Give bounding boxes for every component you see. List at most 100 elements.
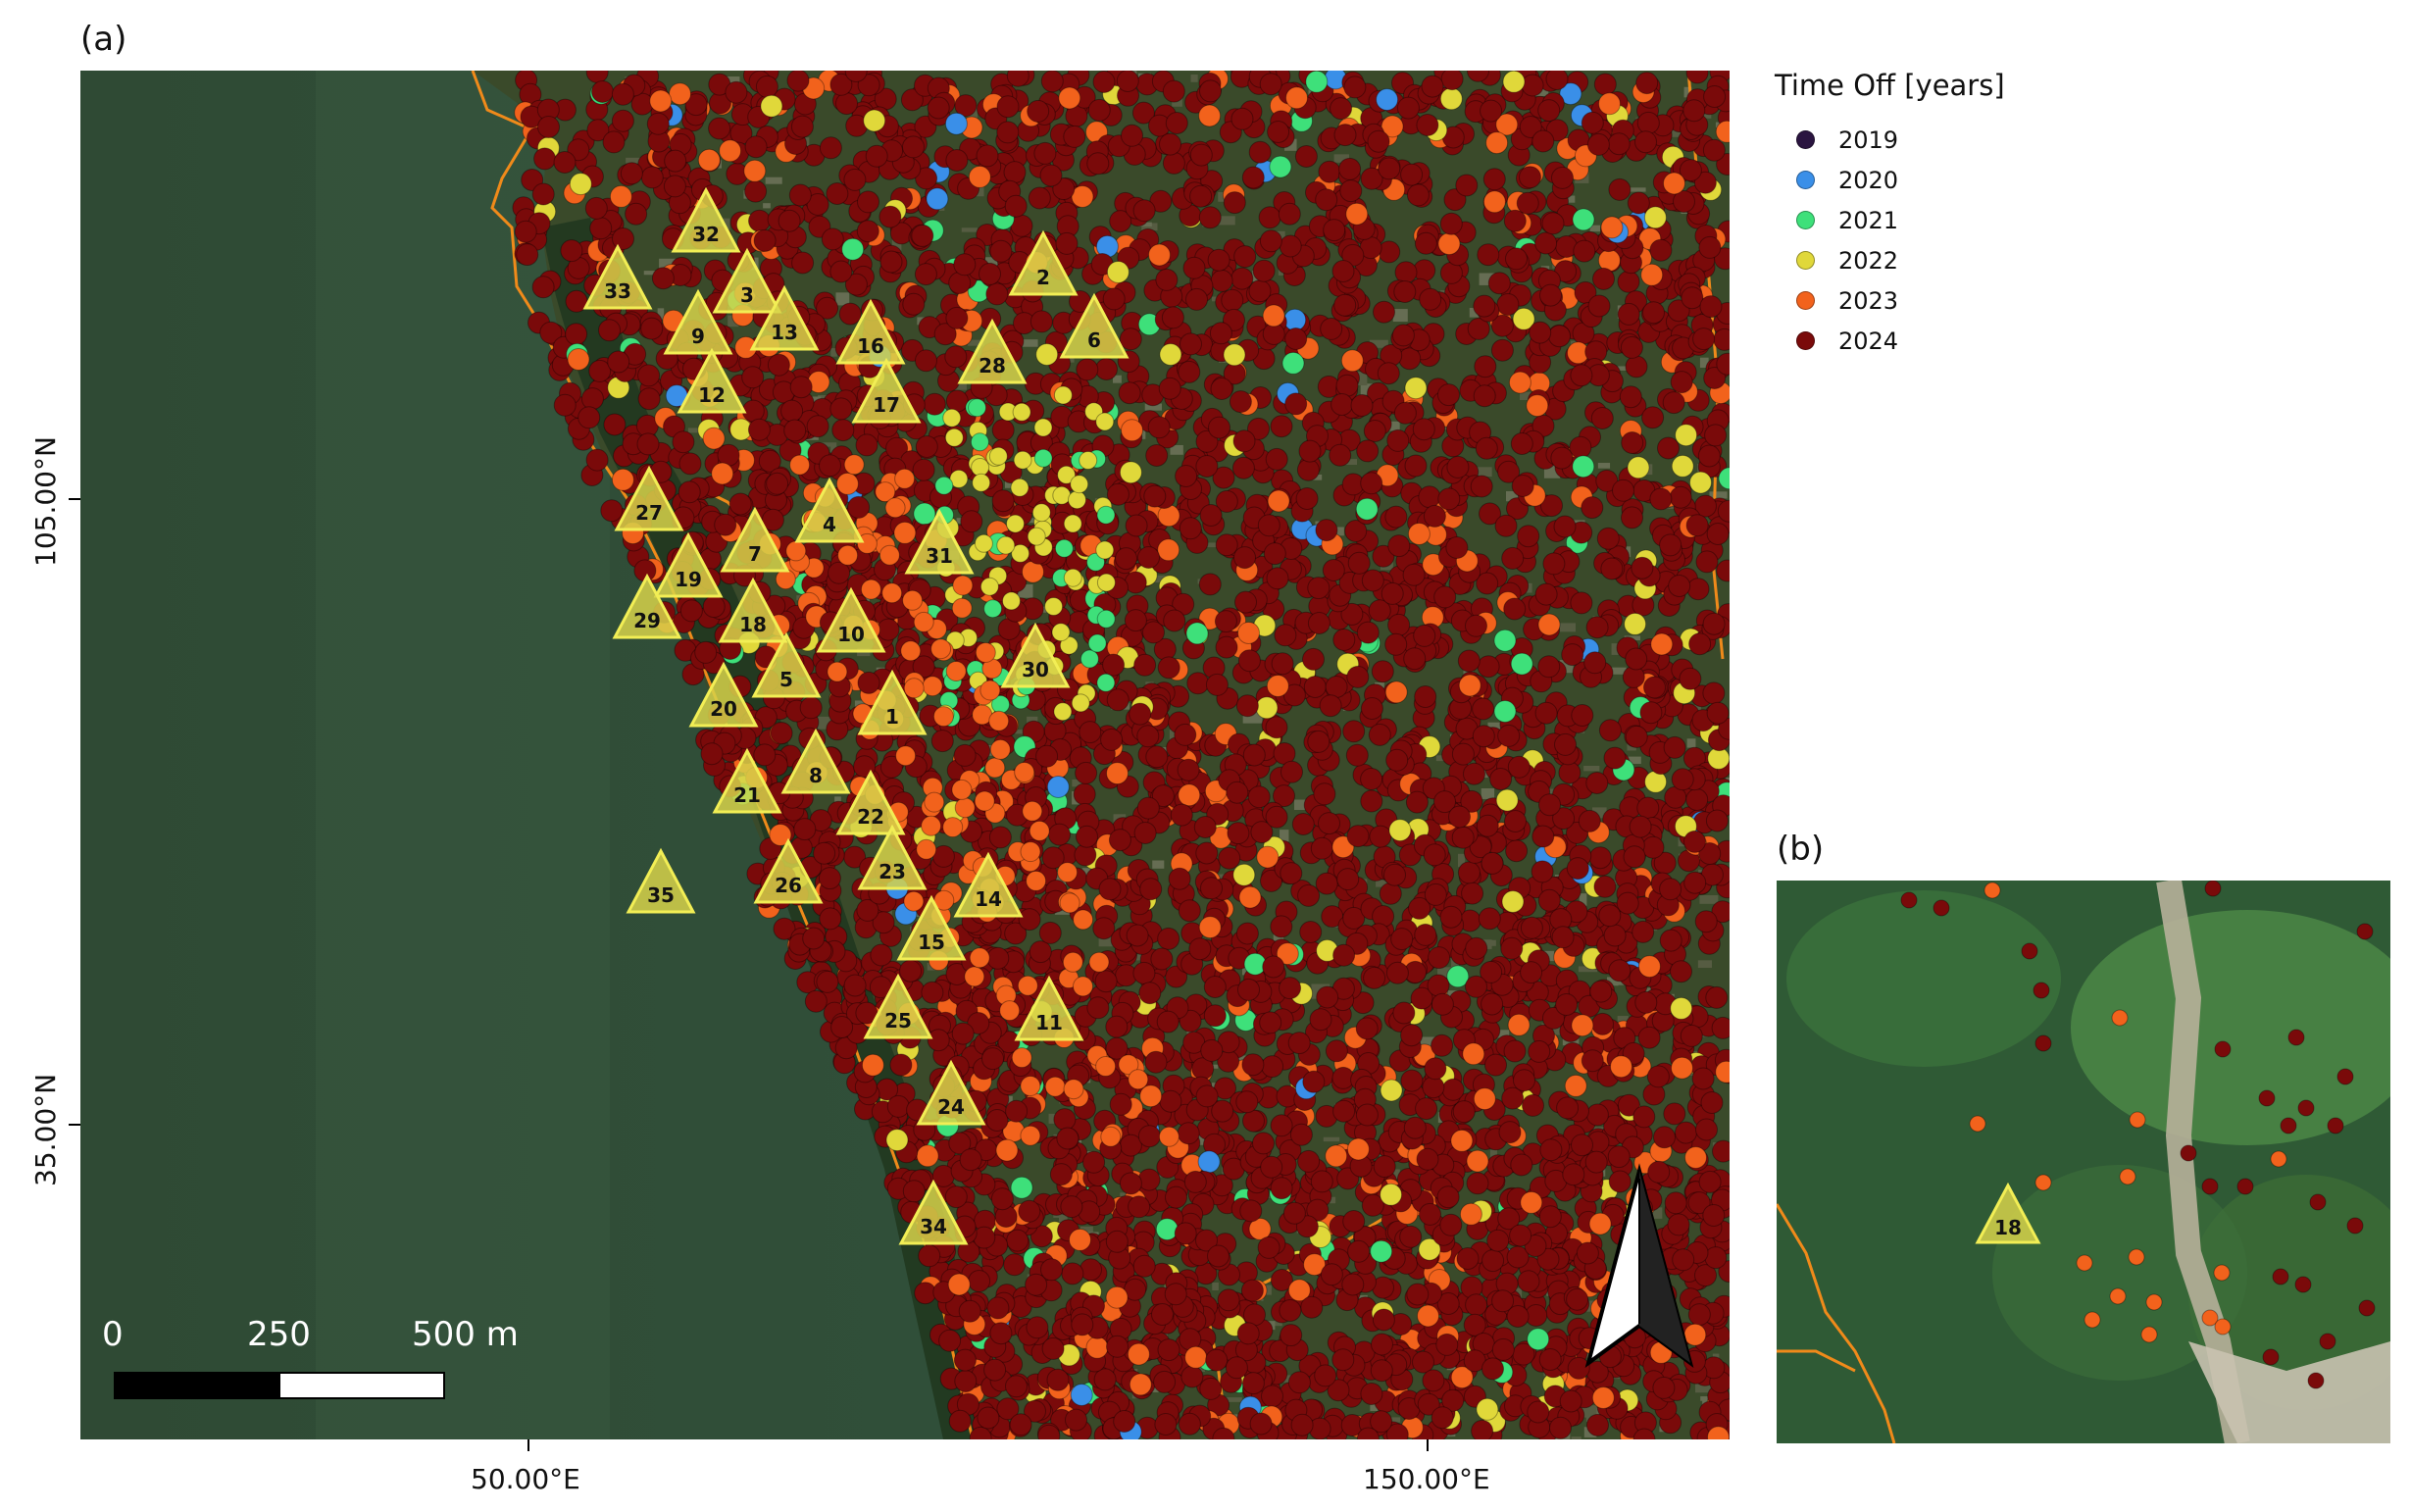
station-17[interactable]: 17 bbox=[851, 357, 922, 424]
x-tick-150e: 150.00°E bbox=[1363, 1463, 1490, 1495]
legend-item-2024: 2024 bbox=[1775, 321, 2005, 361]
station-label: 23 bbox=[879, 860, 906, 883]
scale-label-0: 0 bbox=[102, 1315, 124, 1354]
station-label: 22 bbox=[857, 805, 884, 829]
legend-item-2022: 2022 bbox=[1775, 240, 2005, 280]
x-tick-mark bbox=[527, 1439, 529, 1451]
station-23[interactable]: 23 bbox=[857, 824, 928, 890]
station-5[interactable]: 5 bbox=[751, 631, 822, 698]
station-label: 34 bbox=[920, 1215, 947, 1238]
station-3[interactable]: 3 bbox=[712, 247, 782, 314]
station-2[interactable]: 2 bbox=[1008, 229, 1079, 296]
north-arrow-icon bbox=[1584, 1163, 1694, 1368]
station-label: 4 bbox=[823, 513, 836, 536]
station-31[interactable]: 31 bbox=[904, 508, 975, 575]
station-label: 19 bbox=[675, 568, 702, 591]
legend-swatch bbox=[1796, 211, 1815, 229]
station-label: 14 bbox=[975, 887, 1002, 911]
station-7[interactable]: 7 bbox=[720, 506, 790, 573]
station-label: 20 bbox=[710, 697, 737, 721]
station-22[interactable]: 22 bbox=[835, 769, 906, 835]
station-label: 7 bbox=[748, 542, 762, 566]
station-layer: 1234567891011121314151617181920212223242… bbox=[582, 186, 1130, 1245]
station-15[interactable]: 15 bbox=[896, 894, 967, 961]
legend-item-2023: 2023 bbox=[1775, 280, 2005, 321]
legend-swatch bbox=[1796, 251, 1815, 270]
legend-swatch bbox=[1796, 331, 1815, 350]
legend-item-2020: 2020 bbox=[1775, 160, 2005, 200]
station-35[interactable]: 35 bbox=[626, 847, 696, 914]
station-25[interactable]: 25 bbox=[863, 973, 933, 1039]
station-label: 10 bbox=[837, 623, 865, 646]
station-12[interactable]: 12 bbox=[677, 347, 747, 414]
y-tick-mark bbox=[69, 1124, 80, 1126]
station-label: 16 bbox=[857, 334, 884, 358]
station-label: 26 bbox=[775, 874, 802, 897]
station-label: 17 bbox=[873, 393, 900, 417]
station-28[interactable]: 28 bbox=[957, 318, 1028, 384]
station-19[interactable]: 19 bbox=[653, 531, 724, 598]
scale-label-500: 500 m bbox=[412, 1315, 519, 1354]
station-label: 9 bbox=[691, 325, 705, 348]
station-14[interactable]: 14 bbox=[953, 851, 1024, 918]
station-label: 18 bbox=[739, 613, 767, 636]
station-21[interactable]: 21 bbox=[712, 747, 782, 814]
station-10[interactable]: 10 bbox=[816, 586, 886, 653]
station-label: 30 bbox=[1022, 658, 1049, 681]
station-label: 15 bbox=[918, 931, 945, 954]
station-13[interactable]: 13 bbox=[749, 284, 820, 351]
station-1[interactable]: 1 bbox=[857, 669, 928, 735]
legend-label: 2020 bbox=[1838, 166, 1899, 194]
legend-item-2021: 2021 bbox=[1775, 200, 2005, 240]
legend-label: 2024 bbox=[1838, 327, 1899, 355]
station-6[interactable]: 6 bbox=[1059, 292, 1130, 359]
y-tick-mark bbox=[69, 498, 80, 500]
station-label: 33 bbox=[604, 279, 631, 303]
station-16[interactable]: 16 bbox=[835, 298, 906, 365]
legend-label: 2019 bbox=[1838, 126, 1899, 154]
station-label: 11 bbox=[1035, 1011, 1063, 1034]
station-24[interactable]: 24 bbox=[916, 1059, 986, 1126]
legend-label: 2021 bbox=[1838, 206, 1899, 234]
station-11[interactable]: 11 bbox=[1014, 975, 1084, 1041]
station-label: 32 bbox=[692, 223, 720, 246]
legend-swatch bbox=[1796, 291, 1815, 310]
station-20[interactable]: 20 bbox=[688, 661, 759, 728]
station-34[interactable]: 34 bbox=[898, 1179, 969, 1245]
station-label: 24 bbox=[937, 1095, 965, 1119]
y-tick-35n: 35.00°N bbox=[29, 1073, 62, 1186]
legend-swatch bbox=[1796, 130, 1815, 149]
y-tick-105n: 105.00°N bbox=[29, 436, 62, 567]
station-4[interactable]: 4 bbox=[794, 477, 865, 543]
station-30[interactable]: 30 bbox=[1000, 622, 1071, 688]
station-label: 13 bbox=[771, 321, 798, 344]
station-32[interactable]: 32 bbox=[671, 186, 741, 253]
station-label: 28 bbox=[979, 354, 1006, 378]
station-18[interactable]: 18 bbox=[718, 577, 788, 643]
station-label: 2 bbox=[1036, 266, 1050, 289]
scale-bar: 0 250 500 m bbox=[102, 1315, 519, 1399]
station-label: 21 bbox=[733, 783, 761, 807]
panel-a-label: (a) bbox=[80, 20, 127, 59]
station-29[interactable]: 29 bbox=[612, 573, 682, 639]
station-26[interactable]: 26 bbox=[753, 837, 824, 904]
station-label: 3 bbox=[740, 283, 754, 307]
inset-map[interactable]: 18 bbox=[1777, 881, 2390, 1443]
legend-item-2019: 2019 bbox=[1775, 120, 2005, 160]
legend: Time Off [years] 2019 2020 2021 2022 2023 202… bbox=[1775, 69, 2005, 361]
inset-map-canvas: 18 bbox=[1777, 881, 2390, 1443]
station-33[interactable]: 33 bbox=[582, 243, 653, 310]
station-9[interactable]: 9 bbox=[663, 288, 733, 355]
legend-label: 2022 bbox=[1838, 246, 1899, 275]
main-map-canvas: 1234567891011121314151617181920212223242… bbox=[80, 71, 1730, 1439]
station-label: 35 bbox=[647, 883, 675, 907]
station-label: 1 bbox=[885, 705, 899, 729]
legend-title: Time Off [years] bbox=[1775, 69, 2005, 102]
station-8[interactable]: 8 bbox=[780, 728, 851, 794]
station-label: 25 bbox=[884, 1009, 912, 1033]
station-label: 5 bbox=[779, 668, 793, 691]
main-map[interactable]: 1 2 3 4 5 6 7 8 9 10 11 12 13 14 15 16 17 18 19 20 21 22 23 24 2… bbox=[80, 71, 1730, 1439]
legend-swatch bbox=[1796, 171, 1815, 189]
legend-label: 2023 bbox=[1838, 286, 1899, 315]
station-27[interactable]: 27 bbox=[614, 465, 684, 531]
